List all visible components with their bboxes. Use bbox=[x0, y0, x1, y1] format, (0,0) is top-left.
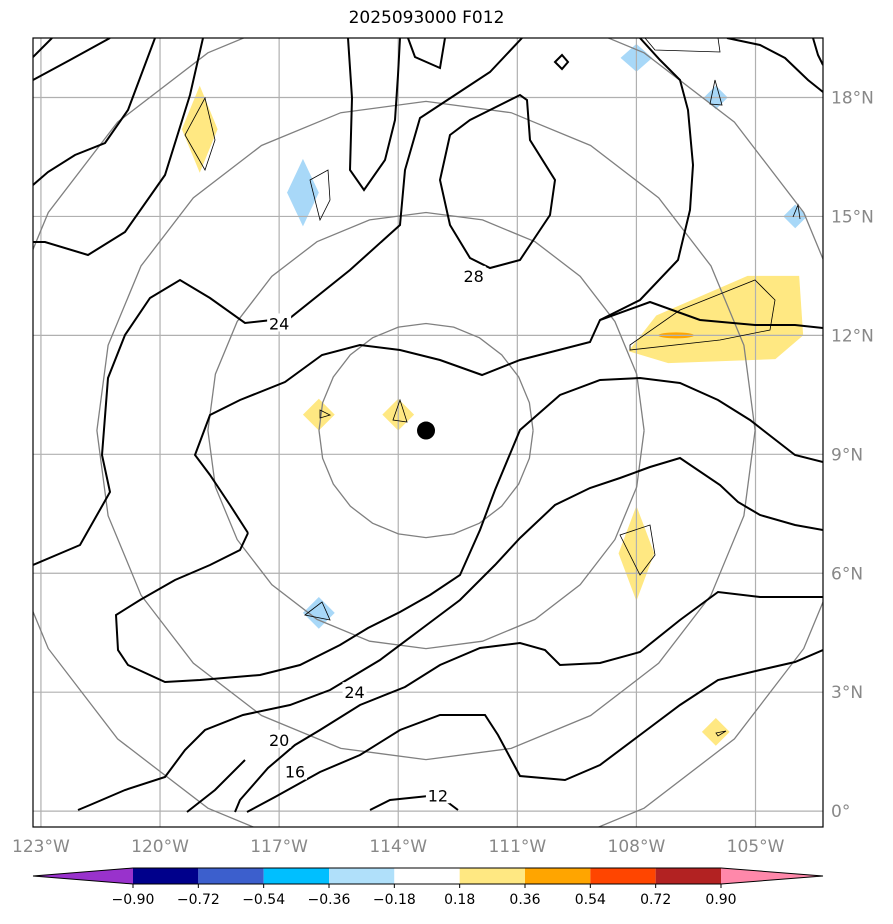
longitude-tick-label: 114°W bbox=[369, 837, 427, 857]
contour-line bbox=[619, 524, 656, 576]
shaded-patch bbox=[628, 275, 804, 364]
colorbar-segment bbox=[394, 868, 460, 884]
longitude-tick-label: 117°W bbox=[250, 837, 308, 857]
contour-line bbox=[184, 96, 216, 171]
colorbar-tick-label: −0.18 bbox=[373, 892, 416, 908]
gridlines bbox=[33, 38, 823, 827]
range-ring bbox=[318, 322, 534, 539]
shaded-patch bbox=[287, 158, 319, 227]
range-rings bbox=[33, 38, 823, 827]
contour-label-bg bbox=[342, 682, 367, 701]
contour-line bbox=[792, 203, 801, 220]
contour-label-bg bbox=[283, 761, 308, 780]
shaded-patch bbox=[302, 597, 335, 629]
range-ring bbox=[33, 38, 823, 827]
contour-line bbox=[438, 93, 557, 270]
colorbar-tick-label: −0.54 bbox=[242, 892, 285, 908]
colorbar-tick-label: 0.18 bbox=[444, 892, 475, 908]
contour-label: 12 bbox=[428, 786, 448, 805]
colorbar-tick-label: 0.72 bbox=[640, 892, 671, 908]
shaded-patches bbox=[181, 43, 808, 746]
contour-line bbox=[347, 38, 401, 192]
colorbar: −0.90 −0.72 −0.54 −0.36 −0.18 0.18 0.36 0.54 0.7… bbox=[32, 867, 824, 908]
contour-line bbox=[599, 38, 695, 321]
contour-line bbox=[33, 38, 204, 257]
colorbar-segment bbox=[329, 868, 395, 884]
range-ring bbox=[207, 211, 645, 650]
colorbar-extend-low bbox=[33, 868, 133, 884]
shaded-patch bbox=[302, 398, 335, 431]
contour-line bbox=[304, 601, 331, 621]
contour-labels: 28 24 24 20 16 12 bbox=[267, 265, 486, 805]
contour-line bbox=[319, 409, 332, 419]
contour-line bbox=[709, 79, 723, 106]
contour-label-bg bbox=[267, 729, 292, 748]
contour-lines bbox=[33, 38, 823, 813]
contour-line bbox=[407, 38, 446, 70]
plot-area: 28 24 24 20 16 12 bbox=[33, 38, 823, 827]
chart-title: 2025093000 F012 bbox=[348, 8, 505, 28]
contour-line bbox=[715, 730, 727, 737]
contour-label-bg bbox=[461, 265, 486, 284]
contour-line bbox=[553, 53, 570, 71]
colorbar-segment bbox=[459, 868, 525, 884]
contour-line bbox=[33, 38, 523, 566]
contour-line bbox=[309, 169, 331, 222]
longitude-tick-label: 105°W bbox=[727, 837, 785, 857]
colorbar-segment bbox=[133, 868, 199, 884]
colorbar-segment bbox=[655, 868, 721, 884]
contour-label: 20 bbox=[269, 731, 289, 750]
latitude-tick-label: 3°N bbox=[831, 683, 863, 703]
contour-label: 28 bbox=[463, 267, 483, 286]
longitude-tick-labels: 123°W 120°W 117°W 114°W 111°W 108°W 105°W bbox=[12, 837, 785, 857]
longitude-tick-label: 111°W bbox=[488, 837, 546, 857]
longitude-tick-label: 123°W bbox=[12, 837, 70, 857]
contour-label-bg bbox=[267, 313, 292, 332]
colorbar-tick-label: 0.54 bbox=[575, 892, 606, 908]
contour-line bbox=[33, 38, 156, 186]
contour-line bbox=[644, 38, 721, 53]
latitude-tick-labels: 0° 3°N 6°N 9°N 12°N 15°N 18°N bbox=[831, 88, 874, 822]
colorbar-segment bbox=[263, 868, 329, 884]
shaded-patch bbox=[181, 85, 218, 173]
latitude-tick-label: 6°N bbox=[831, 564, 863, 584]
range-ring bbox=[96, 100, 756, 761]
shaded-patch bbox=[701, 717, 730, 746]
colorbar-segment bbox=[198, 868, 264, 884]
contour-line bbox=[392, 398, 408, 423]
contour-line bbox=[77, 456, 823, 811]
contour-line bbox=[246, 649, 823, 813]
colorbar-tick-label: −0.90 bbox=[112, 892, 155, 908]
latitude-tick-label: 9°N bbox=[831, 445, 863, 465]
contour-line bbox=[114, 376, 823, 684]
longitude-tick-label: 120°W bbox=[131, 837, 189, 857]
contour-label-bg bbox=[425, 785, 450, 804]
contour-line bbox=[186, 759, 246, 813]
contour-label: 16 bbox=[285, 762, 305, 781]
colorbar-tick-label: 0.90 bbox=[705, 892, 736, 908]
colorbar-segment bbox=[525, 868, 591, 884]
contour-line bbox=[234, 590, 823, 813]
contour-line bbox=[629, 279, 776, 351]
colorbar-extend-high bbox=[721, 868, 823, 884]
latitude-tick-label: 12°N bbox=[831, 326, 874, 346]
contour-line bbox=[193, 300, 823, 534]
contour-label: 24 bbox=[269, 314, 289, 333]
contour-line bbox=[33, 38, 111, 81]
contour-line bbox=[726, 38, 823, 93]
longitude-tick-label: 108°W bbox=[608, 837, 666, 857]
contour-line bbox=[812, 38, 823, 66]
latitude-tick-label: 15°N bbox=[831, 207, 874, 227]
colorbar-tick-label: −0.36 bbox=[308, 892, 351, 908]
contour-line bbox=[33, 38, 53, 58]
storm-center-marker bbox=[417, 421, 436, 440]
contour-label: 24 bbox=[344, 683, 364, 702]
map-frame bbox=[32, 37, 824, 828]
latitude-tick-label: 18°N bbox=[831, 88, 874, 108]
latitude-tick-label: 0° bbox=[831, 802, 850, 822]
colorbar-segment bbox=[590, 868, 656, 884]
colorbar-tick-label: −0.72 bbox=[177, 892, 220, 908]
colorbar-tick-label: 0.36 bbox=[509, 892, 540, 908]
